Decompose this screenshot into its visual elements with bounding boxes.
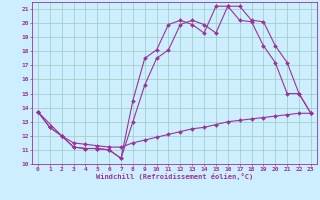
X-axis label: Windchill (Refroidissement éolien,°C): Windchill (Refroidissement éolien,°C) [96,173,253,180]
